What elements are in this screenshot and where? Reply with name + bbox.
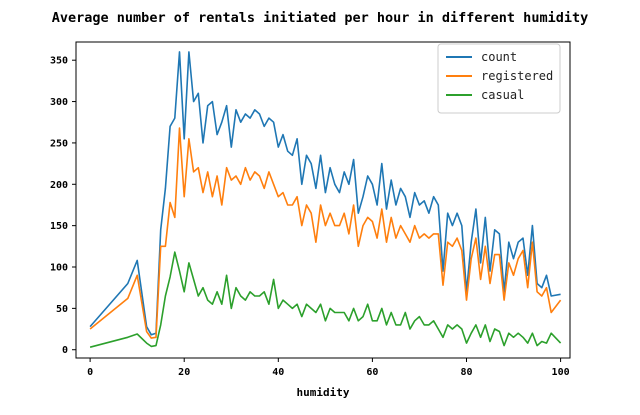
x-tick-label: 100 — [552, 367, 570, 378]
y-tick-label: 350 — [50, 56, 68, 67]
x-axis-label: humidity — [297, 386, 350, 399]
legend-label-count: count — [481, 50, 517, 64]
legend: count registered casual — [437, 43, 561, 114]
series-layer — [89, 51, 562, 348]
series-line-count — [89, 51, 561, 336]
legend-label-registered: registered — [481, 69, 553, 83]
y-axis: 0 50 100 150 200 250 300 350 — [50, 56, 76, 356]
x-tick-label: 0 — [87, 367, 93, 378]
chart-title: Average number of rentals initiated per … — [51, 10, 589, 26]
y-tick-label: 100 — [50, 263, 68, 274]
x-axis: 0 20 40 60 80 100 — [87, 358, 570, 378]
y-tick-label: 300 — [50, 97, 68, 108]
legend-label-casual: casual — [481, 88, 524, 102]
series-line-casual — [89, 251, 562, 348]
x-tick-label: 40 — [272, 367, 284, 378]
y-tick-label: 200 — [50, 180, 68, 191]
y-tick-label: 150 — [50, 221, 68, 232]
series-line-registered — [89, 127, 562, 339]
x-tick-label: 80 — [460, 367, 472, 378]
x-tick-label: 20 — [178, 367, 190, 378]
x-tick-label: 60 — [366, 367, 378, 378]
plot-frame — [75, 41, 571, 359]
y-tick-label: 250 — [50, 138, 68, 149]
y-tick-label: 0 — [62, 345, 68, 356]
y-tick-label: 50 — [56, 304, 68, 315]
